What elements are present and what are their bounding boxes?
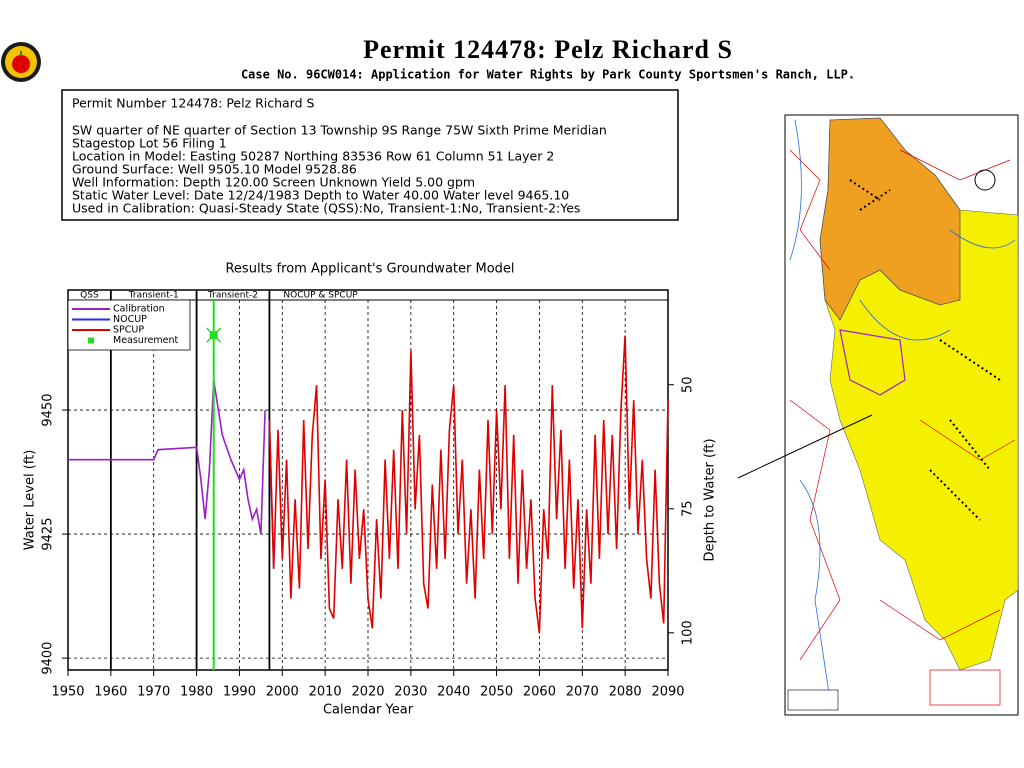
info-box (61, 89, 679, 221)
map-legend (787, 689, 839, 711)
x-tick-label: 2060 (523, 685, 556, 700)
info-lines: Permit Number 124478: Pelz Richard S SW q… (72, 96, 607, 216)
x-tick-label: 1990 (223, 685, 256, 700)
map-boundary (839, 329, 906, 396)
period-label: QSS (80, 291, 99, 301)
x-tick-label: 2050 (480, 685, 513, 700)
x-tick-label: 2090 (651, 685, 684, 700)
y-tick-label: 9400 (41, 642, 56, 675)
x-tick-label: 2020 (351, 685, 384, 700)
chart-title: Results from Applicant's Groundwater Mod… (225, 262, 514, 277)
series-line (68, 380, 266, 535)
info-line: Ground Surface: Well 9505.10 Model 9528.… (72, 162, 357, 177)
info-line: Well Information: Depth 120.00 Screen Un… (72, 175, 475, 190)
measurement-cross (206, 327, 222, 343)
info-line: Stagestop Lot 56 Filing 1 (72, 136, 227, 151)
y2-tick-label: 75 (681, 500, 696, 517)
map-streams (789, 119, 1016, 701)
info-line: Location in Model: Easting 50287 Northin… (72, 149, 554, 164)
info-line: Used in Calibration: Quasi-Steady State … (72, 201, 580, 216)
map-layer-1 (819, 117, 961, 321)
period-label: Transient-2 (207, 291, 258, 301)
x-tick-label: 2040 (437, 685, 470, 700)
x-tick-label: 2030 (394, 685, 427, 700)
legend-swatch (88, 337, 94, 344)
x-tick-label: 1960 (94, 685, 127, 700)
x-tick-label: 2080 (609, 685, 642, 700)
y2-axis-label: Depth to Water (ft) (703, 438, 718, 561)
x-tick-label: 2010 (309, 685, 342, 700)
x-tick-label: 1970 (137, 685, 170, 700)
map-roads (789, 149, 1016, 661)
period-label: NOCUP & SPCUP (283, 291, 358, 301)
legend-label: NOCUP (113, 314, 147, 325)
logo-stem (20, 51, 22, 56)
info-line: Permit Number 124478: Pelz Richard S (72, 96, 315, 111)
y2-tick-label: 50 (681, 376, 696, 393)
y-tick-label: 9450 (41, 394, 56, 427)
y-axis-label: Water Level (ft) (23, 450, 38, 551)
info-line: Static Water Level: Date 12/24/1983 Dept… (72, 188, 569, 203)
page-title: Permit 124478: Pelz Richard S (363, 35, 733, 64)
map-compass (974, 169, 996, 191)
x-tick-label: 1950 (51, 685, 84, 700)
x-tick-label: 1980 (180, 685, 213, 700)
chart: Results from Applicant's Groundwater Mod… (23, 262, 718, 718)
logo-apple (12, 55, 30, 73)
legend-label: Measurement (113, 335, 178, 346)
legend-label: SPCUP (113, 325, 144, 336)
y-tick-label: 9425 (41, 518, 56, 551)
info-line: SW quarter of NE quarter of Section 13 T… (72, 123, 607, 138)
page-subtitle: Case No. 96CW014: Application for Water … (241, 68, 855, 82)
y2-tick-label: 100 (681, 620, 696, 645)
map (784, 114, 1019, 716)
logo (1, 42, 41, 82)
legend-label: Calibration (113, 304, 165, 315)
map-wells (849, 179, 1001, 521)
x-tick-label: 2070 (566, 685, 599, 700)
x-tick-label: 2000 (266, 685, 299, 700)
map-pointer (737, 414, 873, 479)
map-grid (929, 669, 1001, 706)
period-label: Transient-1 (128, 291, 179, 301)
series-line (268, 335, 669, 634)
x-axis-label: Calendar Year (323, 703, 414, 718)
